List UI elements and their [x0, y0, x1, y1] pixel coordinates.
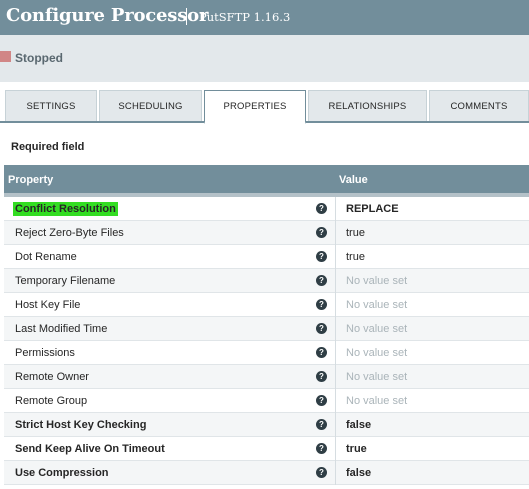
table-row[interactable]: Dot Rename? true — [4, 245, 529, 269]
property-name: Conflict Resolution — [13, 202, 118, 216]
column-divider — [335, 437, 336, 461]
help-icon[interactable]: ? — [316, 371, 327, 382]
property-value[interactable]: true — [346, 227, 365, 239]
table-row[interactable]: Reject Zero-Byte Files? true — [4, 221, 529, 245]
tab-bar: SETTINGS SCHEDULING PROPERTIES RELATIONS… — [0, 90, 529, 124]
column-divider — [335, 389, 336, 413]
property-name: Permissions — [15, 347, 75, 359]
header-separator — [186, 8, 187, 25]
table-row[interactable]: Remote Group? No value set — [4, 389, 529, 413]
property-name: Remote Group — [15, 395, 88, 407]
tab-relationships[interactable]: RELATIONSHIPS — [308, 90, 427, 122]
property-value[interactable]: false — [346, 467, 372, 479]
table-row[interactable]: Host Key File? No value set — [4, 293, 529, 317]
help-icon[interactable]: ? — [316, 323, 327, 334]
property-name: Dot Rename — [15, 251, 77, 263]
property-name: Send Keep Alive On Timeout — [15, 443, 165, 455]
column-header-property[interactable]: Property — [8, 174, 54, 186]
help-icon[interactable]: ? — [316, 299, 327, 310]
dialog-title: Configure Processor — [6, 5, 209, 26]
property-value[interactable]: No value set — [346, 323, 408, 335]
property-name: Strict Host Key Checking — [15, 419, 147, 431]
column-header-value[interactable]: Value — [339, 174, 368, 186]
table-body: Conflict Resolution? REPLACE Reject Zero-B… — [4, 197, 529, 485]
tab-properties[interactable]: PROPERTIES — [204, 90, 306, 124]
column-divider — [335, 317, 336, 341]
required-field-label: Required field — [11, 141, 85, 153]
table-row[interactable]: Send Keep Alive On Timeout? true — [4, 437, 529, 461]
column-divider — [335, 341, 336, 365]
property-value[interactable]: false — [346, 419, 372, 431]
column-divider — [335, 245, 336, 269]
property-name: Reject Zero-Byte Files — [15, 227, 124, 239]
table-row[interactable]: Remote Owner? No value set — [4, 365, 529, 389]
help-icon[interactable]: ? — [316, 251, 327, 262]
stop-icon — [0, 51, 11, 62]
help-icon[interactable]: ? — [316, 347, 327, 358]
property-value[interactable]: No value set — [346, 299, 408, 311]
help-icon[interactable]: ? — [316, 443, 327, 454]
table-row[interactable]: Temporary Filename? No value set — [4, 269, 529, 293]
status-bar: Stopped — [0, 35, 529, 82]
property-name: Temporary Filename — [15, 275, 116, 287]
properties-table: Property Value Conflict Resolution? REPLA… — [4, 165, 529, 485]
property-name: Host Key File — [15, 299, 81, 311]
property-value[interactable]: REPLACE — [346, 203, 399, 215]
tab-scheduling[interactable]: SCHEDULING — [99, 90, 202, 122]
column-divider — [335, 413, 336, 437]
property-value[interactable]: No value set — [346, 347, 408, 359]
help-icon[interactable]: ? — [316, 203, 327, 214]
column-divider — [335, 365, 336, 389]
help-icon[interactable]: ? — [316, 419, 327, 430]
property-value[interactable]: true — [346, 443, 367, 455]
help-icon[interactable]: ? — [316, 395, 327, 406]
column-divider — [335, 221, 336, 245]
property-value[interactable]: No value set — [346, 371, 408, 383]
column-divider — [335, 269, 336, 293]
property-value[interactable]: No value set — [346, 395, 408, 407]
table-row[interactable]: Last Modified Time? No value set — [4, 317, 529, 341]
tab-comments[interactable]: COMMENTS — [429, 90, 529, 122]
column-divider — [335, 461, 336, 485]
help-icon[interactable]: ? — [316, 275, 327, 286]
tab-settings[interactable]: SETTINGS — [5, 90, 97, 122]
help-icon[interactable]: ? — [316, 227, 327, 238]
table-row[interactable]: Conflict Resolution? REPLACE — [4, 197, 529, 221]
dialog-header: Configure Processor PutSFTP 1.16.3 — [0, 0, 529, 35]
property-name: Remote Owner — [15, 371, 89, 383]
help-icon[interactable]: ? — [316, 467, 327, 478]
status-label: Stopped — [15, 51, 63, 65]
table-row[interactable]: Use Compression? false — [4, 461, 529, 485]
column-divider — [335, 197, 336, 221]
column-divider — [335, 293, 336, 317]
table-row[interactable]: Strict Host Key Checking? false — [4, 413, 529, 437]
property-name: Last Modified Time — [15, 323, 108, 335]
property-value[interactable]: No value set — [346, 275, 408, 287]
property-name: Use Compression — [15, 467, 109, 479]
table-header: Property Value — [4, 165, 529, 197]
processor-type: PutSFTP 1.16.3 — [199, 10, 291, 24]
table-row[interactable]: Permissions? No value set — [4, 341, 529, 365]
property-value[interactable]: true — [346, 251, 365, 263]
